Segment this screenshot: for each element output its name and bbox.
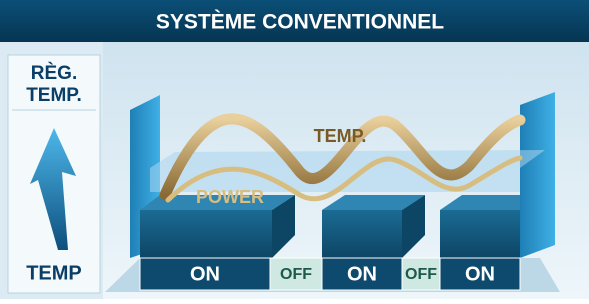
title: SYSTÈME CONVENTIONNEL bbox=[156, 11, 444, 34]
diagram: SYSTÈME CONVENTIONNEL RÈG. TEMP. TEMP TE… bbox=[0, 0, 589, 299]
curve-label: TEMP. bbox=[314, 126, 367, 146]
page: SYSTÈME CONVENTIONNEL RÈG. TEMP. TEMP TE… bbox=[0, 0, 589, 299]
state-label: ON bbox=[347, 263, 377, 285]
block bbox=[440, 210, 520, 258]
block bbox=[140, 210, 272, 258]
pillar bbox=[520, 92, 555, 258]
state-label: OFF bbox=[405, 266, 437, 283]
curve-label: POWER bbox=[196, 187, 264, 207]
state-label: ON bbox=[465, 263, 495, 285]
block bbox=[322, 210, 402, 258]
state-label: OFF bbox=[280, 266, 312, 283]
state-strip: ON OFF ON OFF ON bbox=[140, 258, 520, 290]
side-label: RÈG. bbox=[31, 62, 77, 84]
side-label: TEMP. bbox=[26, 85, 82, 106]
side-label: TEMP bbox=[26, 262, 82, 284]
state-label: ON bbox=[190, 263, 220, 285]
